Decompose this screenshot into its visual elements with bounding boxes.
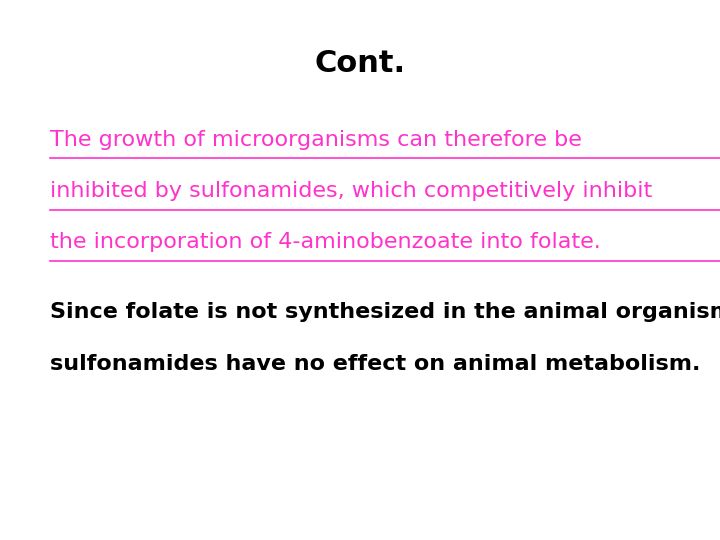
Text: inhibited by sulfonamides, which competitively inhibit: inhibited by sulfonamides, which competi… [50, 181, 652, 201]
Text: the incorporation of 4-aminobenzoate into folate.: the incorporation of 4-aminobenzoate int… [50, 232, 601, 252]
Text: Cont.: Cont. [315, 49, 405, 78]
Text: Since folate is not synthesized in the animal organism,: Since folate is not synthesized in the a… [50, 302, 720, 322]
Text: sulfonamides have no effect on animal metabolism.: sulfonamides have no effect on animal me… [50, 354, 701, 374]
Text: The growth of microorganisms can therefore be: The growth of microorganisms can therefo… [50, 130, 582, 150]
